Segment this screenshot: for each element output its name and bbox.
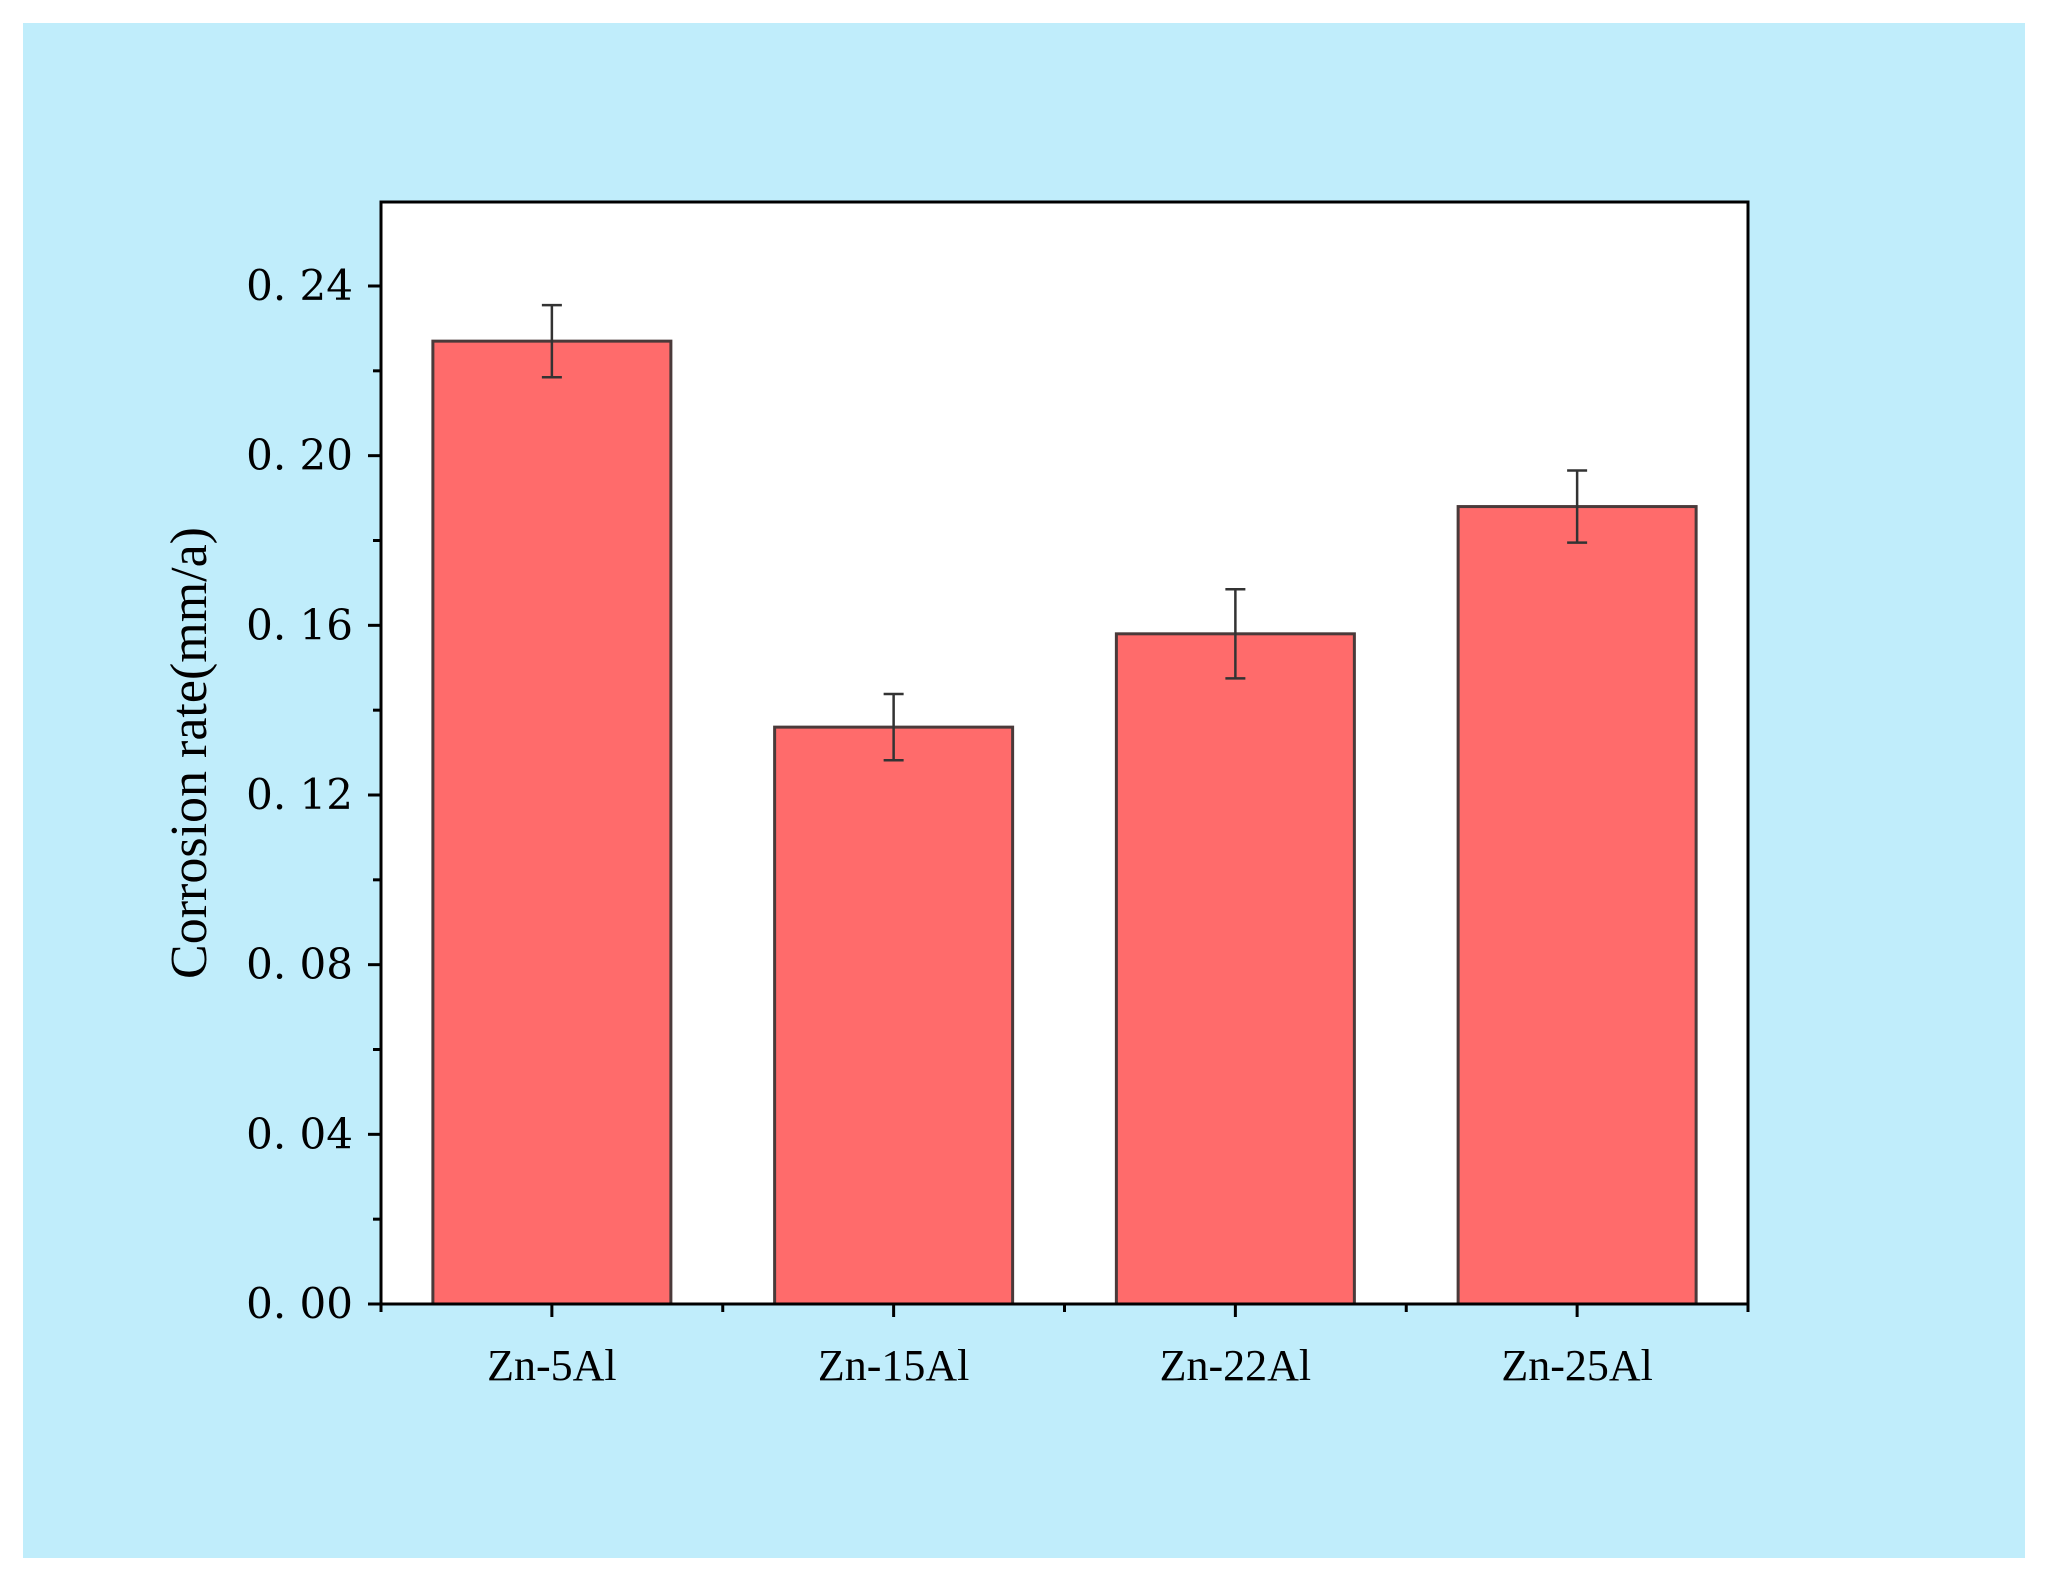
y-tick-label: 0. 16 [246, 600, 353, 649]
x-tick-label: Zn-22Al [1160, 1341, 1312, 1390]
y-axis: 0. 00 0. 04 0. 08 0. 12 0. 16 0. 20 0. 24 [246, 261, 381, 1328]
error-bar-zn-25al [1567, 469, 1588, 544]
error-bars-layer [541, 303, 1588, 762]
y-tick-label: 0. 24 [246, 261, 353, 310]
y-tick-label: 0. 00 [246, 1279, 353, 1328]
y-tick-label: 0. 08 [246, 940, 353, 989]
x-tick-label: Zn-15Al [818, 1341, 970, 1390]
x-axis: Zn-5Al Zn-15Al Zn-22Al Zn-25Al [379, 1304, 1750, 1390]
y-axis-title: Corrosion rate(mm/a) [161, 527, 218, 979]
bar-zn-5al [431, 339, 673, 1306]
bar-zn-15al [773, 725, 1015, 1306]
x-tick-label: Zn-5Al [487, 1341, 617, 1390]
error-bar-zn-5al [541, 303, 562, 379]
y-tick-label: 0. 04 [246, 1109, 353, 1158]
y-tick-label: 0. 12 [246, 770, 353, 819]
x-tick-label: Zn-25Al [1501, 1341, 1653, 1390]
bar-zn-22al [1114, 632, 1356, 1306]
error-bar-zn-22al [1225, 588, 1246, 680]
error-bar-zn-15al [883, 692, 904, 762]
y-tick-label: 0. 20 [246, 431, 353, 480]
bar-zn-25al [1456, 505, 1698, 1306]
